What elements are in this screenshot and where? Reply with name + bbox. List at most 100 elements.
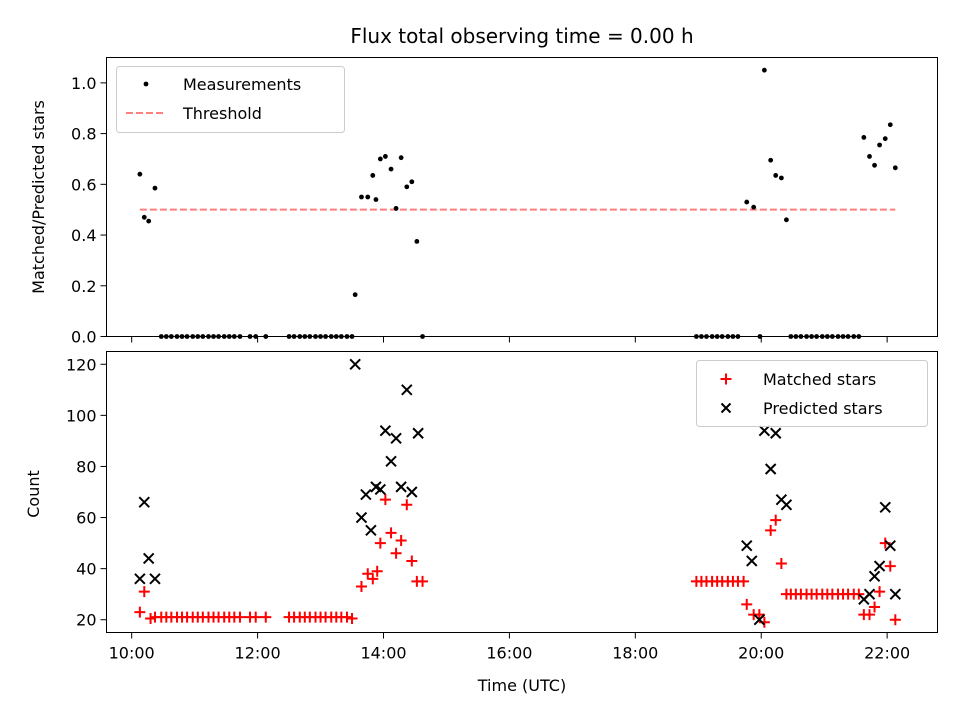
measurement-point [761,67,767,73]
predicted-star-point [758,424,771,437]
predicted-star-point [753,614,766,626]
predicted-star-point [406,486,418,498]
matched-star-point [775,558,787,570]
y-tick-label: 80 [76,457,96,476]
matched-star-point [234,611,246,623]
measurement-point [141,214,147,220]
measurement-point [861,134,867,140]
y-tick-label: 0.2 [71,277,96,296]
measurement-point [398,155,404,161]
measurement-point [152,185,158,191]
predicted-star-point [889,588,902,600]
matched-star-point [753,609,765,621]
measurement-point [404,184,410,190]
measurement-point [137,171,143,177]
predicted-star-point [780,499,793,511]
matched-star-point [379,494,391,506]
x-axis-label: Time (UTC) [477,676,566,695]
predicted-star-point [374,483,387,496]
y-tick-label: 40 [76,560,96,579]
x-tick-label: 10:00 [109,644,155,663]
x-tick-label: 22:00 [864,644,910,663]
measurement-point [784,217,789,223]
y-tick-label: 0.6 [71,175,96,194]
matched-star-point [374,537,386,549]
y-tick-label: 20 [76,611,96,630]
legend-predicted-label: Predicted stars [763,399,883,418]
predicted-star-point [349,358,361,370]
measurement-point [773,173,779,178]
measurement-point [744,199,750,205]
chart-title: Flux total observing time = 0.00 h [350,24,693,48]
predicted-star-point [746,555,758,567]
y-tick-label: 0.0 [71,328,96,347]
x-tick-label: 16:00 [486,644,532,663]
matched-star-point [884,560,896,572]
predicted-star-point [355,511,368,524]
matched-star-point [367,573,379,585]
matched-star-point [401,499,413,511]
measurement-point [393,206,399,211]
measurement-point [409,179,415,185]
matched-star-point [390,547,402,559]
predicted-star-point [863,588,876,600]
ratio-panel-frame [106,57,938,337]
measurement-point [751,204,757,210]
predicted-star-point [764,463,777,475]
matched-star-point [260,611,272,623]
predicted-star-point [149,573,161,585]
measurement-point [882,136,888,142]
legend-measurements-marker [143,81,149,87]
matched-star-point [341,611,353,623]
measurement-point [768,157,774,163]
legend-measurements-label: Measurements [183,75,301,94]
ratio-legend-frame [116,66,345,133]
predicted-star-point [142,552,155,565]
ratio-panel-ylabel: Matched/Predicted stars [29,100,48,294]
measurement-point [388,166,394,172]
predicted-star-point [390,432,402,445]
matched-star-point [250,611,262,623]
predicted-star-point [868,570,881,583]
predicted-star-point [884,539,896,552]
measurement-point [146,218,152,224]
predicted-star-point [360,488,372,501]
count-panel-ylabel: Count [24,470,43,518]
matched-star-point [371,565,383,577]
count-panel-legend: Matched stars Predicted stars [696,360,928,427]
ratio-panel: 0.0 0.2 0.4 0.6 0.8 1.0 Matched/Predicted sta… [29,57,938,347]
matched-star-point [355,581,367,593]
measurement-point [373,197,379,202]
y-tick-label: 100 [66,406,97,425]
y-tick-label: 1.0 [71,74,96,93]
legend-predicted-marker [720,402,732,414]
matched-star-point [765,524,777,536]
measurement-point [778,175,784,181]
measurement-point [872,162,877,168]
x-tick-label: 14:00 [360,644,406,663]
legend-matched-marker [720,373,732,385]
matched-star-point [417,575,429,587]
measurement-point [359,194,364,200]
predicted-star-point [412,427,424,439]
count-legend-frame [696,360,928,427]
predicted-star-point [365,524,377,537]
matched-star-point [738,575,750,587]
measurement-point [877,142,882,148]
y-tick-label: 60 [76,509,96,528]
x-tick-label: 20:00 [738,644,784,663]
y-tick-label: 0.8 [71,125,96,144]
matched-star-point [864,609,876,621]
matched-star-point [889,614,901,626]
matched-star-point [385,527,397,539]
measurement-point [352,292,358,298]
count-panel-frame [106,351,938,633]
matched-star-point [770,514,782,526]
x-tick-label: 18:00 [612,644,658,663]
predicted-star-point [379,424,392,437]
measurement-point [892,165,898,171]
measurement-point [414,238,420,244]
matched-star-point [406,555,418,567]
measurement-point [370,173,376,178]
